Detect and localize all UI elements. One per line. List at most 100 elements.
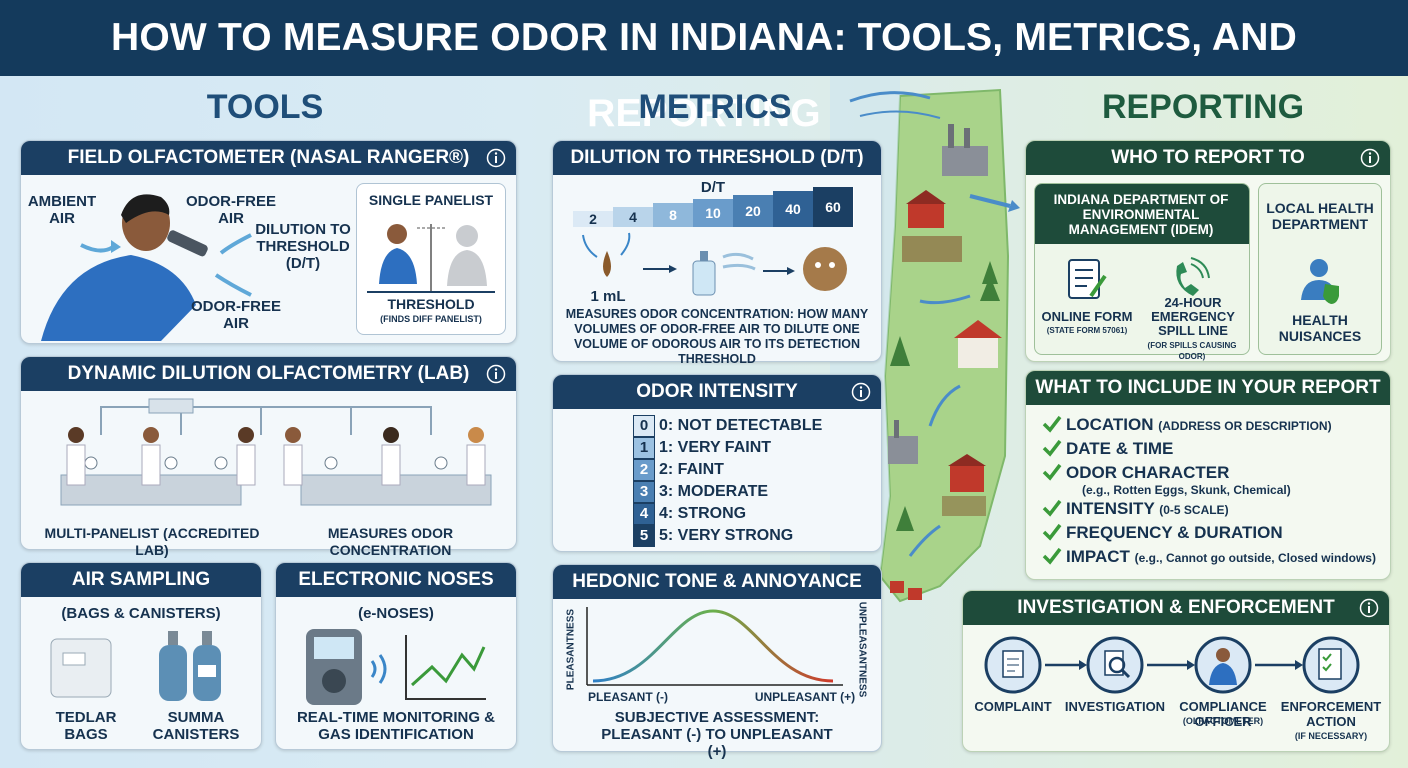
- check-icon: [1042, 499, 1062, 517]
- panel-title: INVESTIGATION & ENFORCEMENT: [963, 591, 1389, 625]
- channel-icons: [1068, 257, 1210, 299]
- level-label: 1: VERY FAINT: [659, 439, 772, 456]
- scale-step: 4: [613, 207, 654, 227]
- level-label: 2: FAINT: [659, 461, 724, 478]
- check-icon: [1042, 415, 1062, 433]
- report-item: DATE & TIME: [1066, 439, 1173, 459]
- report-item: ODOR CHARACTER: [1066, 463, 1229, 483]
- panelist-illustration: [367, 224, 495, 293]
- health-icon: [1301, 259, 1339, 304]
- item-label: SUMMA CANISTERS: [152, 709, 240, 743]
- panel: ODOR INTENSITY 0 0: NOT DETECTABLE 1 1: …: [552, 374, 882, 552]
- check-icon: [1042, 463, 1062, 481]
- description: MEASURES ODOR CONCENTRATION: HOW MANY VO…: [565, 307, 869, 366]
- item-detail: (0-5 SCALE): [1159, 503, 1229, 517]
- scale-label: D/T: [700, 179, 726, 196]
- item-label: INTENSITY: [1066, 499, 1155, 518]
- level-label: 5: VERY STRONG: [659, 527, 794, 544]
- level-number: 1: [633, 437, 655, 459]
- panel-title: WHO TO REPORT TO: [1026, 141, 1390, 175]
- olfactometer-illustration: [41, 194, 252, 341]
- channel-note: (FOR SPILLS CAUSING ODOR): [1147, 341, 1237, 361]
- caption: MULTI-PANELIST (ACCREDITED LAB): [44, 525, 260, 558]
- panel-title: FIELD OLFACTOMETER (NASAL RANGER®): [21, 141, 516, 175]
- item-label: LOCATION: [1066, 415, 1154, 434]
- check-icon: [1042, 523, 1062, 541]
- level-label: 0: NOT DETECTABLE: [659, 417, 823, 434]
- item-label: TEDLAR BAGS: [55, 709, 117, 743]
- axis-label: PLEASANT (-): [588, 690, 668, 704]
- panel: DYNAMIC DILUTION OLFACTOMETRY (LAB) MULT…: [20, 356, 517, 558]
- panel-title: ELECTRONIC NOSES: [276, 563, 516, 597]
- item-detail: (ADDRESS OR DESCRIPTION): [1158, 419, 1332, 433]
- item-label: DATE & TIME: [1066, 439, 1174, 458]
- channel-label: ONLINE FORM: [1041, 309, 1133, 324]
- inset: SINGLE PANELIST THRESHOLD (FINDS DIFF PA…: [356, 183, 506, 335]
- item-label: ODOR CHARACTER: [1066, 463, 1230, 482]
- check-icon: [1042, 547, 1062, 565]
- step-label: COMPLAINT: [974, 699, 1052, 714]
- report-item: FREQUENCY & DURATION: [1066, 523, 1283, 543]
- info-icon: [486, 148, 506, 168]
- panel-title: WHAT TO INCLUDE IN YOUR REPORT: [1026, 371, 1390, 405]
- label: DILUTION TO THRESHOLD (D/T): [255, 221, 351, 272]
- label: ODOR-FREE AIR: [191, 298, 281, 332]
- info-icon: [486, 364, 506, 384]
- scale-step: 8: [653, 203, 694, 227]
- panel: WHAT TO INCLUDE IN YOUR REPORT LOCATION …: [1025, 370, 1391, 580]
- item-label: IMPACT: [1066, 547, 1130, 566]
- caption: SUBJECTIVE ASSESSMENT: PLEASANT (-) TO U…: [601, 709, 833, 760]
- label: ODOR-FREE AIR: [186, 193, 276, 227]
- hedonic-curve: [586, 607, 843, 686]
- scale-step: 20: [733, 195, 774, 227]
- panel-title: AIR SAMPLING: [21, 563, 261, 597]
- caption: REAL-TIME MONITORING & GAS IDENTIFICATIO…: [296, 709, 496, 743]
- panel-title: HEDONIC TONE & ANNOYANCE: [553, 565, 881, 599]
- scale-step: 10: [693, 199, 734, 227]
- column-heading: TOOLS: [206, 88, 324, 126]
- axis-label: UNPLEASANT (+): [754, 690, 856, 704]
- report-item: INTENSITY (0-5 SCALE): [1066, 499, 1229, 520]
- lab-illustration: [60, 398, 492, 506]
- channel-label: 24-HOUR EMERGENCY SPILL LINE: [1151, 295, 1235, 338]
- panel: AIR SAMPLING (BAGS & CANISTERS) TEDLAR B…: [20, 562, 262, 750]
- volume-label: 1 mL: [590, 288, 626, 305]
- panel: INVESTIGATION & ENFORCEMENT COMPLAINT IN…: [962, 590, 1390, 752]
- process-flow: [984, 636, 1360, 694]
- panel: WHO TO REPORT TO INDIANA DEPARTMENT OF E…: [1025, 140, 1391, 362]
- panel-subtitle: (BAGS & CANISTERS): [61, 605, 221, 622]
- scale-step: 2: [573, 211, 614, 227]
- sampling-illustration: [50, 631, 221, 701]
- level-number: 2: [633, 459, 655, 481]
- info-icon: [1359, 598, 1379, 618]
- scale-step: 40: [773, 191, 814, 227]
- label: AMBIENT AIR: [27, 193, 97, 227]
- item-label: FREQUENCY & DURATION: [1066, 523, 1283, 542]
- panel: HEDONIC TONE & ANNOYANCE PLEASANTNESS UN…: [552, 564, 882, 760]
- level-label: 3: MODERATE: [659, 483, 769, 500]
- level-number: 0: [633, 415, 655, 437]
- level-label: 4: STRONG: [659, 505, 747, 522]
- panel-subtitle: (e-NOSES): [358, 605, 434, 622]
- report-item: IMPACT (e.g., Cannot go outside, Closed …: [1066, 547, 1376, 568]
- agency-header: [1035, 184, 1249, 244]
- column-heading: METRICS: [638, 88, 792, 126]
- inset-note: (FINDS DIFF PANELIST): [380, 314, 482, 324]
- inset-title: SINGLE PANELIST: [368, 192, 494, 208]
- axis-label: PLEASANTNESS: [565, 608, 577, 691]
- channel-note: (STATE FORM 57061): [1046, 326, 1128, 335]
- step-label: ENFORCEMENT ACTION: [1280, 699, 1382, 729]
- level-number: 4: [633, 503, 655, 525]
- scale-step: 60: [813, 187, 854, 227]
- item-detail: (e.g., Rotten Eggs, Skunk, Chemical): [1082, 483, 1291, 497]
- step-label: COMPLIANCE OFFICER: [1179, 699, 1267, 729]
- channel-label: HEALTH NUISANCES: [1278, 312, 1362, 344]
- check-icon: [1042, 439, 1062, 457]
- panel: ELECTRONIC NOSES (e-NOSES) REAL-TIME MON…: [275, 562, 517, 750]
- axis-label: UNPLEASANTNESS: [856, 601, 868, 698]
- step-note: (IF NECESSARY): [1294, 731, 1368, 741]
- dilution-illustration: [582, 232, 847, 296]
- item-detail: (e.g., Cannot go outside, Closed windows…: [1134, 551, 1376, 565]
